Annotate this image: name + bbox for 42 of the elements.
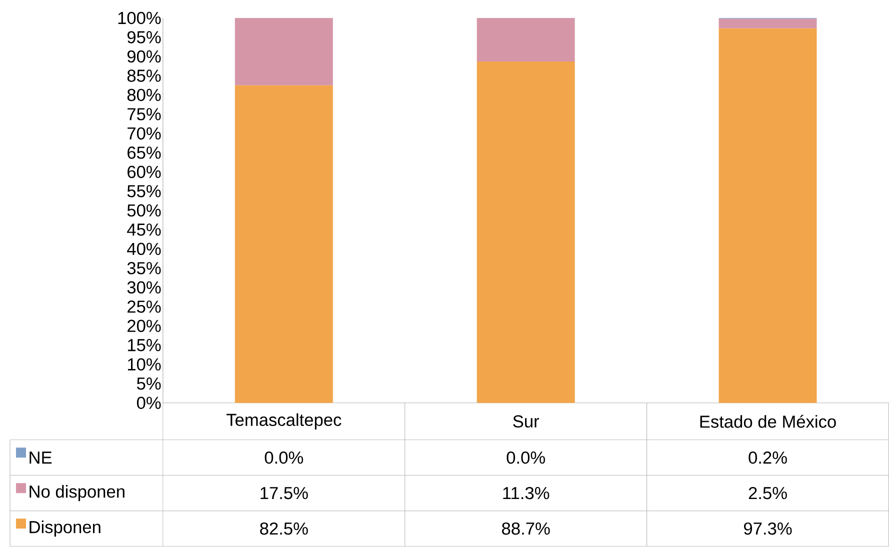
x-tick-label: Sur bbox=[513, 415, 540, 428]
y-tick-label: 10% bbox=[128, 358, 161, 371]
data-label: 17.5% bbox=[260, 487, 308, 500]
y-tick-label: 30% bbox=[127, 281, 161, 294]
bar bbox=[718, 28, 817, 404]
legend-label: No disponen bbox=[30, 485, 124, 502]
y-tick-label: 0% bbox=[136, 396, 161, 410]
y-tick-label: 90% bbox=[127, 50, 161, 63]
data-label: 82.5% bbox=[260, 522, 308, 535]
y-tick-label: 50% bbox=[127, 204, 161, 217]
y-tick-label: 75% bbox=[128, 108, 161, 121]
x-tick-label: Temascaltepec bbox=[226, 413, 342, 430]
y-tick-label: 20% bbox=[128, 320, 161, 332]
legend-label: NE bbox=[30, 452, 52, 464]
y-tick-label: 100% bbox=[118, 12, 161, 24]
y-tick-label: 65% bbox=[128, 146, 161, 160]
bar bbox=[234, 18, 333, 86]
data-label: 11.3% bbox=[503, 487, 550, 500]
y-tick-label: 5% bbox=[137, 378, 161, 390]
data-label: 0.0% bbox=[264, 452, 304, 464]
y-tick-label: 40% bbox=[127, 242, 161, 256]
bar bbox=[476, 18, 575, 62]
data-label: 2.5% bbox=[748, 487, 787, 500]
data-label: 0.0% bbox=[506, 452, 545, 464]
data-label: 0.2% bbox=[748, 452, 787, 464]
legend-label: Disponen bbox=[30, 520, 100, 537]
y-tick-label: 70% bbox=[128, 128, 161, 140]
y-tick-label: 45% bbox=[127, 224, 161, 236]
data-label: 97.3% bbox=[744, 522, 792, 535]
y-tick-label: 60% bbox=[128, 166, 161, 178]
y-tick-label: 80% bbox=[127, 89, 161, 102]
bar bbox=[476, 62, 575, 404]
bar bbox=[718, 18, 817, 29]
x-tick-label: Estado de México bbox=[700, 415, 836, 428]
y-tick-label: 35% bbox=[127, 262, 161, 274]
y-tick-label: 95% bbox=[127, 31, 161, 44]
y-tick-label: 55% bbox=[127, 185, 161, 198]
y-tick-label: 25% bbox=[128, 300, 161, 313]
y-tick-label: 15% bbox=[128, 339, 161, 352]
bar bbox=[234, 86, 333, 404]
y-tick-label: 85% bbox=[127, 70, 161, 82]
data-label: 88.7% bbox=[502, 522, 550, 535]
